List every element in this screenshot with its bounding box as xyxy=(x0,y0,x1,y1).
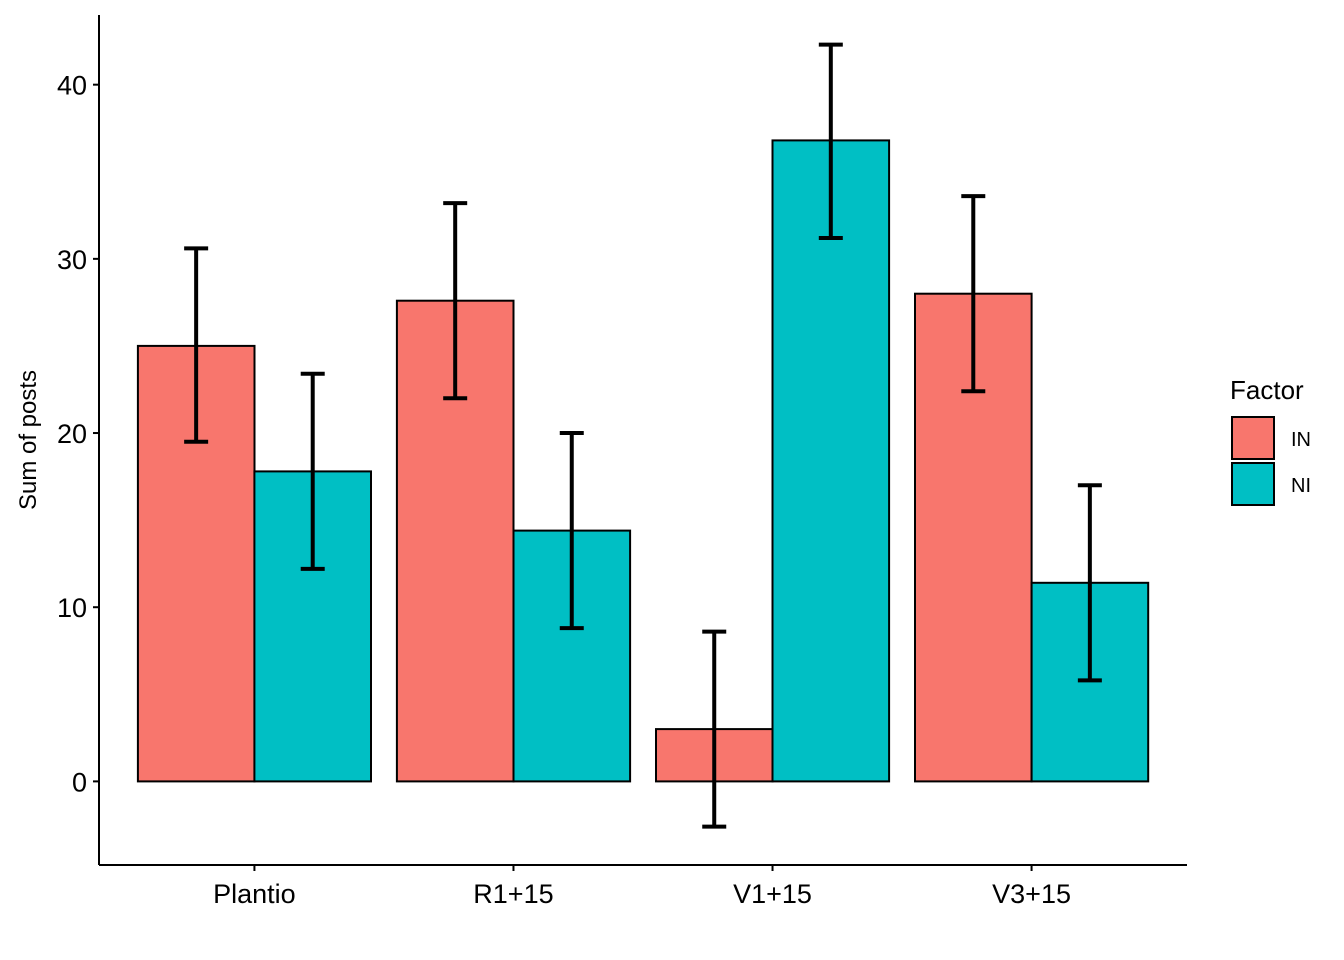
bar-ni-3 xyxy=(771,139,891,783)
errorbar-in-4 xyxy=(961,194,986,394)
x-tick-label: V1+15 xyxy=(733,879,812,909)
x-tick-label: V3+15 xyxy=(992,879,1071,909)
x-ticks: Plantio R1+15 V1+15 V3+15 xyxy=(213,865,1071,909)
legend-label-in: IN xyxy=(1291,429,1311,451)
bars-layer xyxy=(136,139,1150,783)
errorbar-in-1 xyxy=(184,246,209,444)
legend-items: IN NI xyxy=(1231,416,1311,506)
errorbar-ni-4 xyxy=(1077,483,1102,683)
y-ticks: 0 10 20 30 40 xyxy=(57,71,99,797)
y-tick-label: 20 xyxy=(57,419,87,449)
errorbar-in-2 xyxy=(443,201,468,401)
x-tick-label: R1+15 xyxy=(473,879,553,909)
errorbar-in-3 xyxy=(702,629,727,829)
legend-label-ni: NI xyxy=(1291,475,1311,497)
errorbar-ni-2 xyxy=(559,431,584,631)
errorbar-ni-1 xyxy=(300,371,325,571)
errorbars-layer xyxy=(184,42,1102,829)
errorbar-ni-3 xyxy=(818,42,843,240)
y-tick-label: 30 xyxy=(57,245,87,275)
legend-title: Factor xyxy=(1230,375,1304,405)
y-tick-label: 40 xyxy=(57,71,87,101)
legend-swatch-in xyxy=(1231,416,1275,460)
y-tick-label: 10 xyxy=(57,593,87,623)
y-axis-title: Sum of posts xyxy=(15,370,42,510)
x-tick-label: Plantio xyxy=(213,879,296,909)
y-tick-label: 0 xyxy=(72,767,87,797)
legend-swatch-ni xyxy=(1231,462,1275,506)
legend: Factor IN NI xyxy=(1230,375,1311,506)
